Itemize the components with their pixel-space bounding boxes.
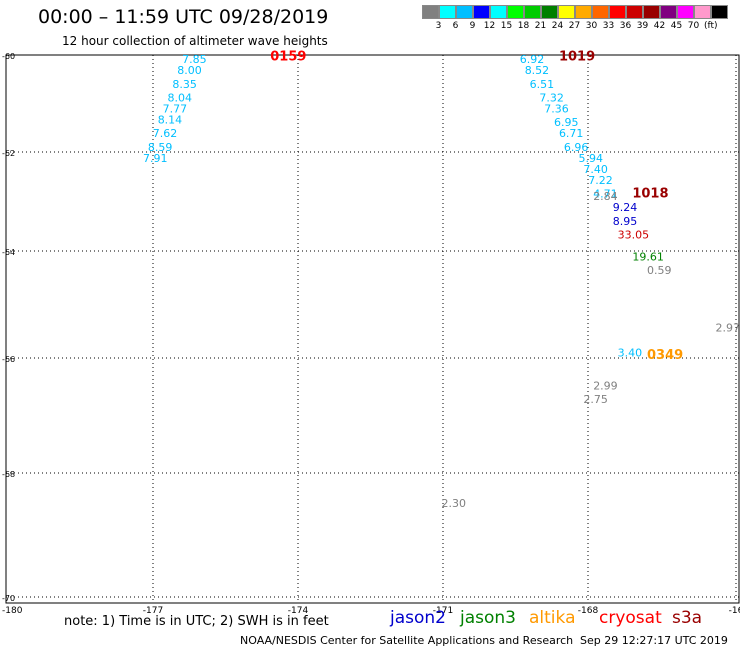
longitude-tick-label: -168 <box>578 606 599 616</box>
page-subtitle: 12 hour collection of altimeter wave hei… <box>62 34 328 48</box>
colorbar-swatch <box>456 5 473 19</box>
wave-height-label: 8.59 <box>148 141 173 154</box>
colorbar-swatch <box>677 5 694 19</box>
colorbar-swatch <box>660 5 677 19</box>
colorbar-label: 24 <box>551 21 564 31</box>
colorbar-swatch <box>473 5 490 19</box>
wave-height-label: 8.95 <box>613 215 638 228</box>
wave-height-label: 7.85 <box>182 53 207 66</box>
colorbar-swatch <box>422 5 439 19</box>
wave-height-label: 6.92 <box>520 53 545 66</box>
colorbar-label: 18 <box>517 21 530 31</box>
colorbar-swatch <box>524 5 541 19</box>
colorbar-swatch <box>575 5 592 19</box>
pass-time-label: 1019 <box>559 49 595 64</box>
colorbar-swatch <box>609 5 626 19</box>
wave-height-label: 8.04 <box>167 92 192 105</box>
colorbar-swatch <box>643 5 660 19</box>
longitude-tick-label: -171 <box>433 606 453 616</box>
wave-height-label: 7.77 <box>163 103 188 116</box>
wave-height-label: 33.05 <box>618 229 650 242</box>
wave-height-label: 8.35 <box>172 78 197 91</box>
colorbar-swatch <box>558 5 575 19</box>
wave-height-label: 6.71 <box>559 127 584 140</box>
latitude-tick-label: -62 <box>2 149 15 158</box>
latitude-tick-label: -64 <box>2 248 15 257</box>
latitude-tick-label: -66 <box>2 355 15 364</box>
pass-time-label: 1018 <box>632 186 668 201</box>
wave-height-label: 6.96 <box>564 141 589 154</box>
colorbar-label: 15 <box>500 21 513 31</box>
colorbar-label: 33 <box>602 21 615 31</box>
latitude-tick-label: -60 <box>2 52 15 61</box>
wave-height-label: 8.52 <box>525 64 550 77</box>
wave-height-label: 6.51 <box>530 78 555 91</box>
latitude-tick-label: -68 <box>2 470 15 479</box>
wave-height-label: 7.36 <box>544 103 569 116</box>
colorbar-unit: (ft) <box>704 21 718 31</box>
colorbar-swatch <box>694 5 711 19</box>
wave-height-label: 2.84 <box>593 190 618 203</box>
colorbar-label: 21 <box>534 21 547 31</box>
latitude-tick-label: -70 <box>2 594 15 603</box>
wave-height-label: 2.97 <box>716 322 740 335</box>
wave-height-label: 19.61 <box>632 251 664 264</box>
credit-text: NOAA/NESDIS Center for Satellite Applica… <box>240 634 574 647</box>
colorbar-label: 3 <box>435 21 442 31</box>
longitude-tick-label: -174 <box>288 606 309 616</box>
wave-height-label: 3.40 <box>618 346 643 359</box>
wave-height-label: 7.62 <box>153 127 178 140</box>
colorbar-label: 12 <box>483 21 496 31</box>
page-title: 00:00 – 11:59 UTC 09/28/2019 <box>38 6 329 28</box>
wave-height-label: 7.40 <box>583 163 608 176</box>
generated-timestamp: Sep 29 12:27:17 UTC 2019 <box>580 634 728 647</box>
pass-time-label: 0159 <box>270 49 306 64</box>
satellite-name: altika <box>529 608 576 628</box>
wave-height-label: 7.22 <box>588 174 613 187</box>
satellite-name: jason3 <box>460 608 516 628</box>
satellite-name: cryosat <box>599 608 662 628</box>
colorbar-swatch <box>439 5 456 19</box>
longitude-tick-label: -177 <box>143 606 163 616</box>
colorbar-swatch <box>592 5 609 19</box>
wave-height-label: 2.30 <box>442 497 467 510</box>
colorbar-swatch <box>541 5 558 19</box>
colorbar-label: 70 <box>687 21 700 31</box>
wave-height-label: 7.32 <box>539 92 564 105</box>
colorbar-swatch <box>507 5 524 19</box>
wave-height-label: 2.75 <box>583 393 608 406</box>
colorbar-label: 42 <box>653 21 666 31</box>
wave-height-label: 7.91 <box>143 152 168 165</box>
colorbar-label: 45 <box>670 21 683 31</box>
wave-height-label: 4.71 <box>593 187 618 200</box>
wave-height-label: 9.24 <box>613 201 638 214</box>
colorbar-label: 36 <box>619 21 632 31</box>
satellite-name: jason2 <box>390 608 446 628</box>
longitude-tick-label: -180 <box>2 606 23 616</box>
satellite-name: s3a <box>672 608 703 628</box>
pass-time-label: 0349 <box>647 348 683 363</box>
wave-height-label: 0.59 <box>647 264 672 277</box>
colorbar-label: 27 <box>568 21 581 31</box>
colorbar-swatch <box>626 5 643 19</box>
colorbar-label: 6 <box>452 21 459 31</box>
wave-height-label: 8.00 <box>177 64 202 77</box>
map-frame <box>5 54 740 604</box>
wave-height-label: 5.94 <box>579 152 604 165</box>
colorbar-label: 39 <box>636 21 649 31</box>
colorbar-swatch <box>711 5 728 19</box>
wave-height-label: 2.99 <box>593 379 618 392</box>
longitude-tick-label: -16 <box>729 606 740 616</box>
colorbar-label: 30 <box>585 21 598 31</box>
colorbar-swatch <box>490 5 507 19</box>
wave-height-label: 8.14 <box>158 114 183 127</box>
colorbar-label: 9 <box>469 21 476 31</box>
wave-height-label: 6.95 <box>554 116 579 129</box>
units-note: note: 1) Time is in UTC; 2) SWH is in fe… <box>64 614 329 629</box>
